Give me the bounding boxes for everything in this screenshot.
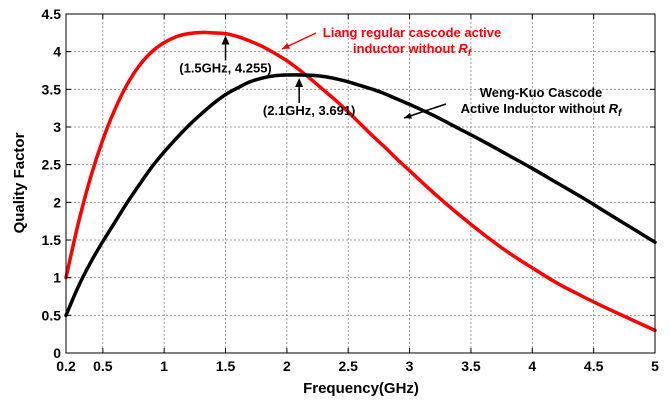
weng-kuo-series-label-line1: Weng-Kuo Cascode bbox=[480, 85, 603, 100]
y-tick-label: 4 bbox=[53, 44, 61, 60]
plot-frame bbox=[65, 13, 656, 354]
liang-series-label-line2: inductor without Rf bbox=[353, 41, 473, 59]
x-tick-label: 0.5 bbox=[93, 358, 113, 374]
y-tick-label: 0 bbox=[53, 345, 61, 361]
y-tick-label: 1 bbox=[53, 270, 61, 286]
y-tick-label: 2.5 bbox=[42, 157, 62, 173]
series-group bbox=[64, 30, 657, 333]
annotation-arrowhead bbox=[221, 35, 230, 45]
label-pointer-arrowhead bbox=[404, 112, 412, 119]
y-tick-label: 0.5 bbox=[42, 307, 62, 323]
weng-kuo-series-label-line2: Active Inductor without Rf bbox=[461, 101, 623, 119]
label-symbol: R bbox=[609, 101, 619, 116]
label-text: Active Inductor without bbox=[461, 101, 609, 116]
y-tick-label: 2 bbox=[53, 194, 61, 210]
label-subscript: f bbox=[468, 48, 473, 59]
y-tick-label: 4.5 bbox=[42, 6, 62, 22]
annotations: (1.5GHz, 4.255) (2.1GHz, 3.691) bbox=[179, 35, 356, 118]
label-pointer-arrowhead bbox=[282, 43, 290, 49]
label-pointer-line bbox=[403, 103, 447, 119]
series-line-weng-kuo bbox=[64, 73, 657, 318]
annotation-label: (2.1GHz, 3.691) bbox=[263, 103, 356, 118]
tick-labels: 0.2 0.5 1 1.5 2 2.5 3 3.5 4 4.5 5 0 0.5 1 1.5 2 2.5 3 3.5 4… bbox=[42, 6, 660, 374]
annotation-arrowhead bbox=[295, 77, 304, 87]
x-axis-label: Frequency(GHz) bbox=[303, 380, 419, 397]
liang-series-label-line1: Liang regular cascode active bbox=[323, 25, 501, 40]
x-tick-label: 5 bbox=[651, 358, 659, 374]
y-tick-label: 3.5 bbox=[42, 81, 62, 97]
label-text: inductor without bbox=[353, 41, 458, 56]
x-tick-label: 4 bbox=[528, 358, 536, 374]
x-tick-label: 0.2 bbox=[56, 358, 76, 374]
annotation-label: (1.5GHz, 4.255) bbox=[179, 60, 272, 75]
x-tick-label: 2.5 bbox=[338, 358, 358, 374]
label-subscript: f bbox=[618, 108, 623, 119]
x-tick-label: 4.5 bbox=[584, 358, 604, 374]
x-tick-label: 2 bbox=[283, 358, 291, 374]
y-tick-label: 3 bbox=[53, 119, 61, 135]
grid bbox=[66, 14, 655, 353]
x-tick-label: 3.5 bbox=[461, 358, 481, 374]
label-symbol: R bbox=[458, 41, 468, 56]
x-tick-label: 1.5 bbox=[216, 358, 236, 374]
x-tick-label: 3 bbox=[406, 358, 414, 374]
series-line-liang bbox=[64, 30, 657, 333]
x-tick-label: 1 bbox=[160, 358, 168, 374]
y-tick-label: 1.5 bbox=[42, 232, 62, 248]
y-axis-label: Quality Factor bbox=[11, 132, 28, 233]
